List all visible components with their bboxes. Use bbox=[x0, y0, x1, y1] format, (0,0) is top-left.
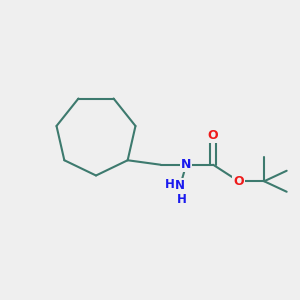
Text: H: H bbox=[177, 193, 187, 206]
Text: H: H bbox=[165, 178, 175, 191]
Text: N: N bbox=[175, 179, 185, 192]
Text: N: N bbox=[181, 158, 191, 171]
Text: O: O bbox=[208, 129, 218, 142]
Text: O: O bbox=[233, 175, 244, 188]
